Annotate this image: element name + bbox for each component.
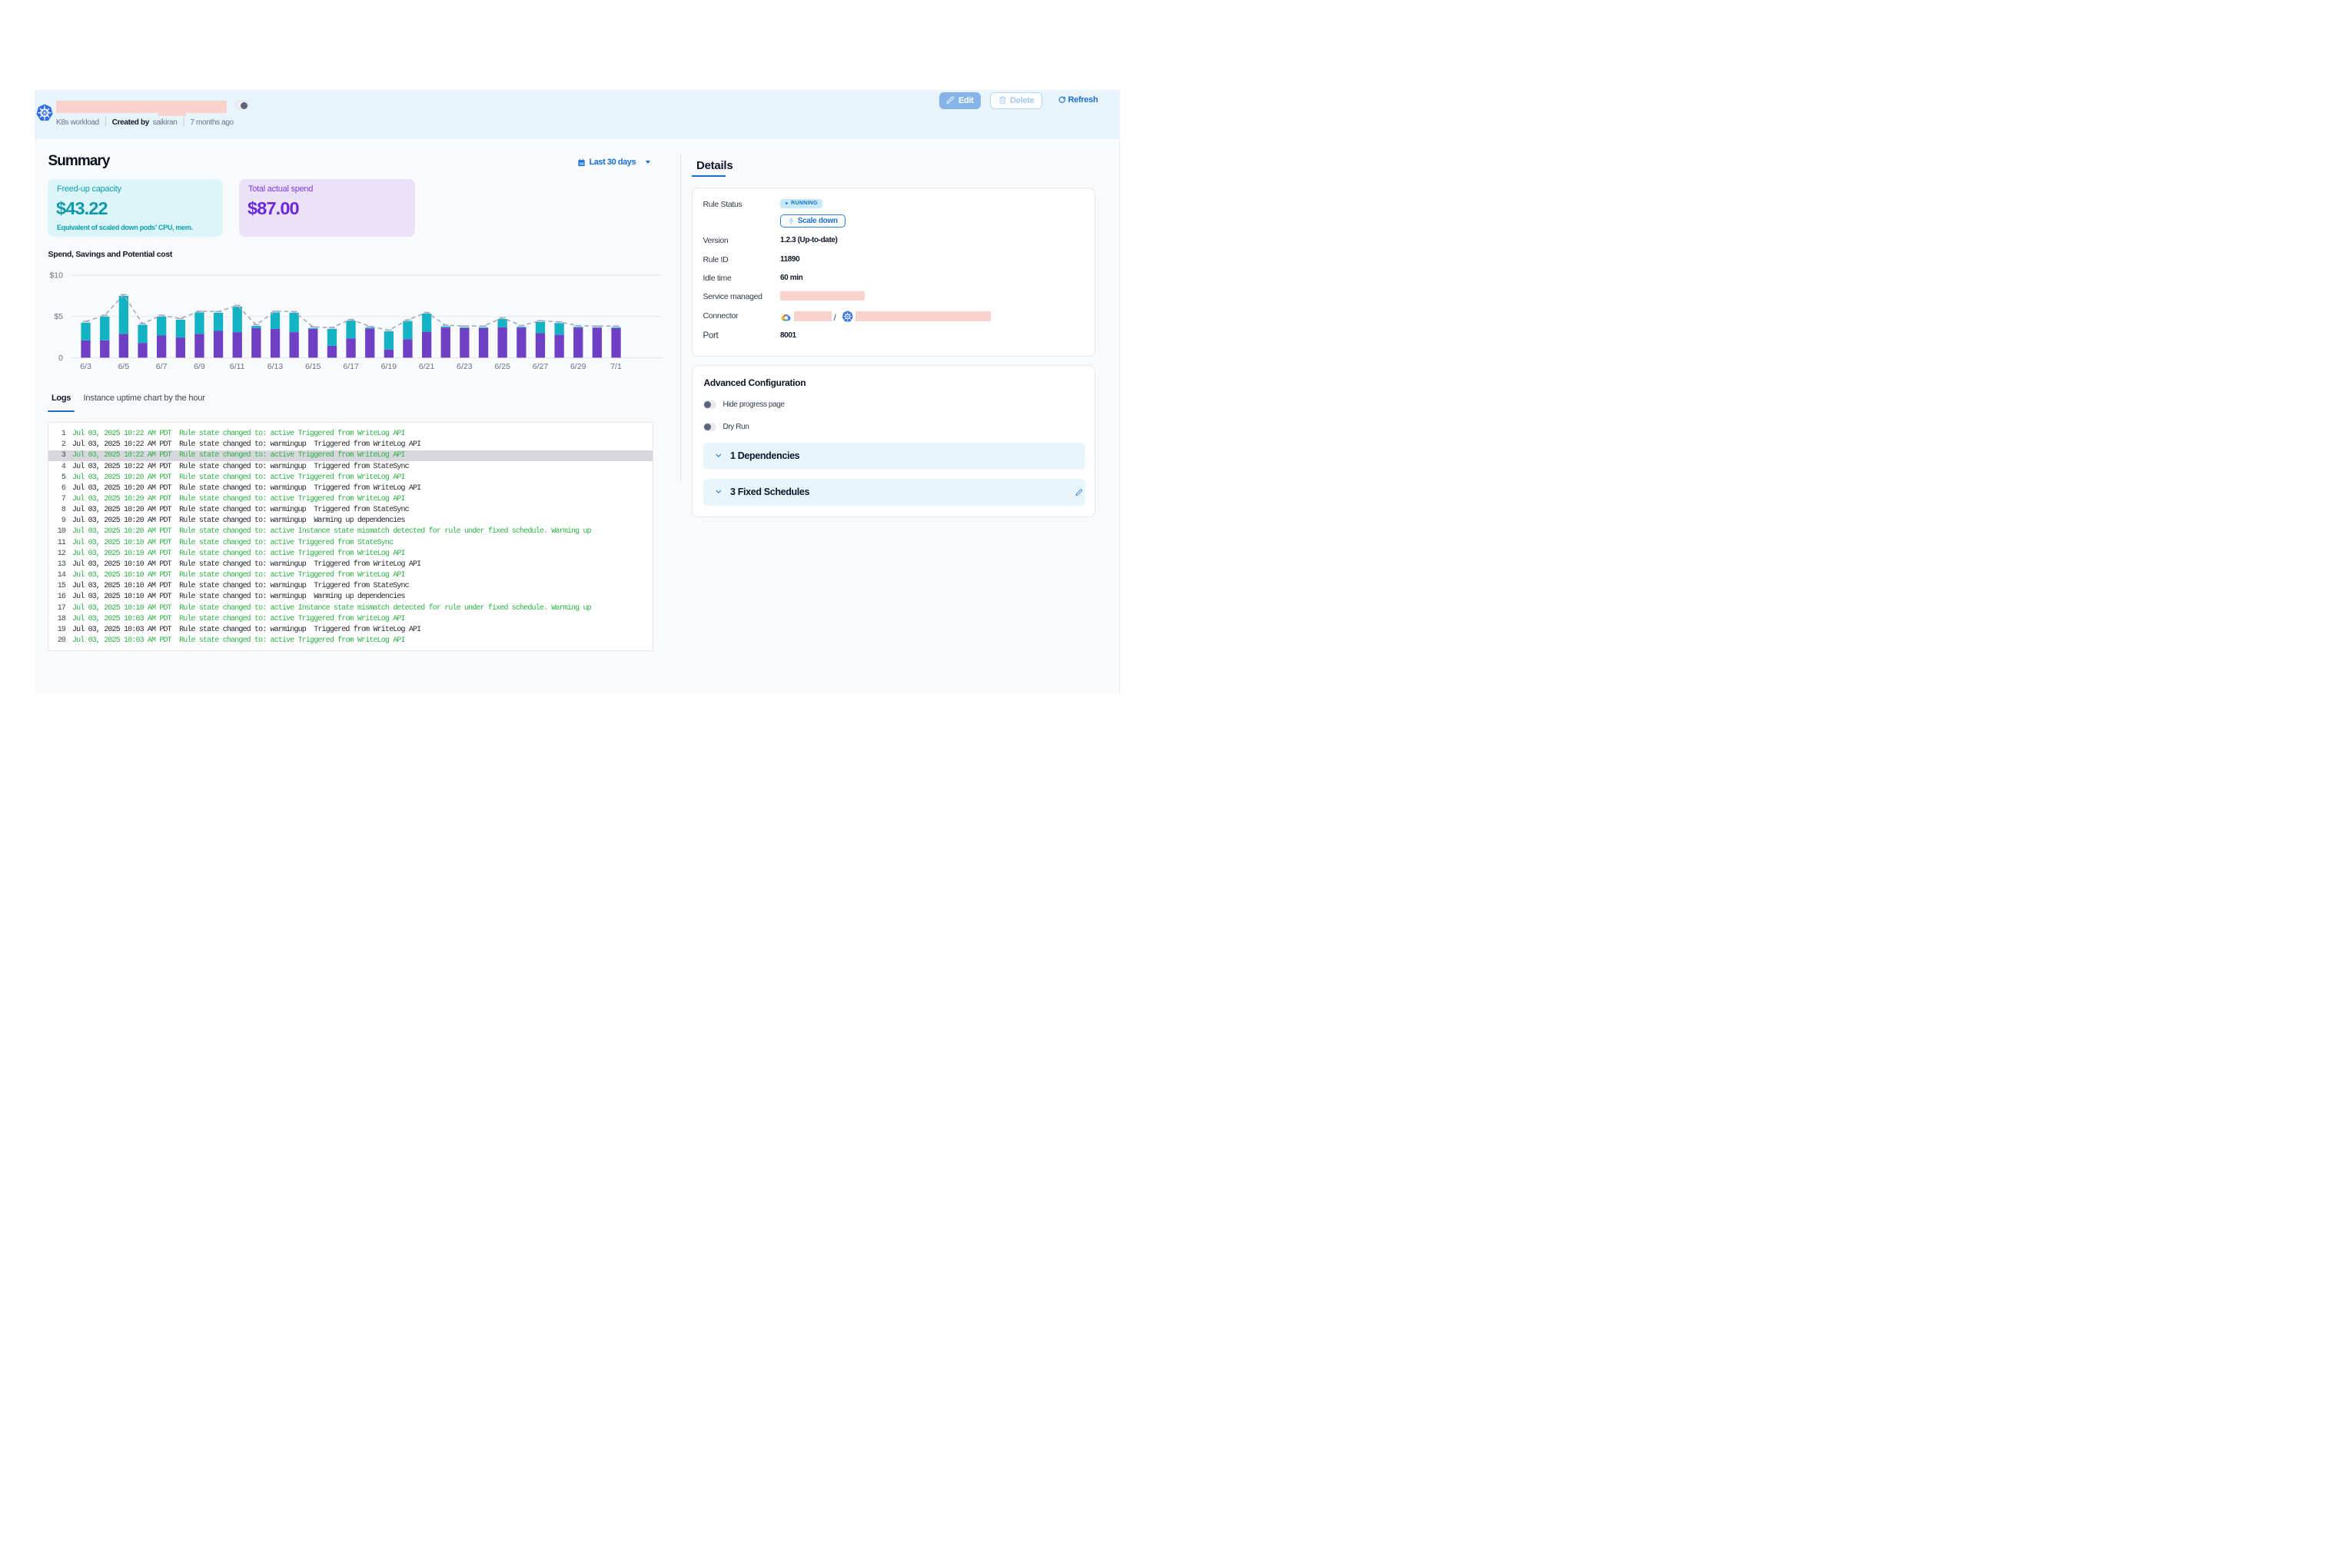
svg-text:6/17: 6/17 xyxy=(343,362,359,371)
svg-text:7/1: 7/1 xyxy=(610,362,622,371)
svg-text:6/19: 6/19 xyxy=(381,362,397,371)
svg-text:6/21: 6/21 xyxy=(419,362,435,371)
svg-text:6/11: 6/11 xyxy=(230,362,245,371)
svg-text:6/15: 6/15 xyxy=(305,362,321,371)
svg-text:6/23: 6/23 xyxy=(457,362,473,371)
svg-text:$5: $5 xyxy=(54,312,63,321)
svg-text:6/13: 6/13 xyxy=(267,362,284,371)
svg-text:6/29: 6/29 xyxy=(570,362,586,371)
svg-text:6/9: 6/9 xyxy=(194,362,205,371)
svg-text:$10: $10 xyxy=(49,271,63,281)
svg-text:6/27: 6/27 xyxy=(533,362,549,371)
svg-text:6/7: 6/7 xyxy=(156,362,168,371)
svg-text:6/25: 6/25 xyxy=(494,362,510,371)
svg-text:6/3: 6/3 xyxy=(80,362,91,371)
svg-text:0: 0 xyxy=(58,354,63,363)
svg-text:6/5: 6/5 xyxy=(118,362,130,371)
